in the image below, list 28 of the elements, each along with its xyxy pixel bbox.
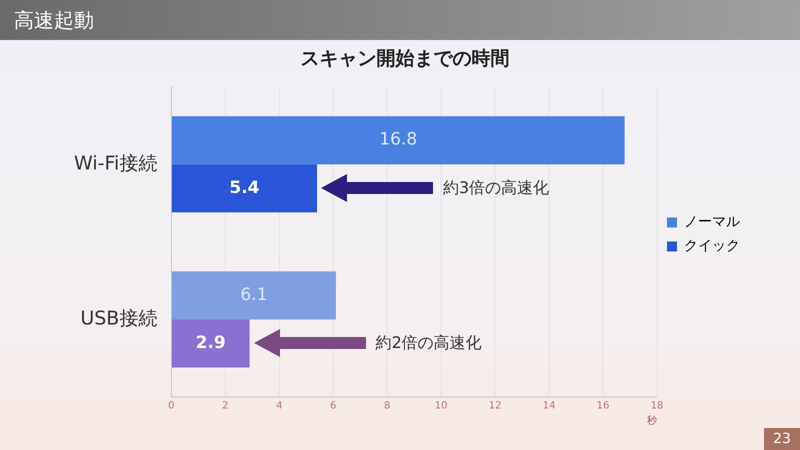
data-label: 5.4 [229,178,260,198]
x-tick-label: 10 [434,400,448,412]
bar [172,271,336,320]
x-tick-label: 12 [488,400,502,412]
bar [172,319,250,368]
annotation: 約3倍の高速化 [443,177,550,200]
x-tick-label: 4 [276,400,282,412]
annotation: 約2倍の高速化 [376,332,482,354]
bar [172,164,318,212]
legend-label: ノーマル [684,214,740,230]
y-tick-label: Wi-Fi接続 [74,152,158,174]
x-tick-label: 0 [168,400,175,412]
text: 高速起動 [0,0,800,40]
legend-label: クイック [684,238,740,254]
x-tick-label: 18 [650,400,664,412]
chart-title: スキャン開始までの時間 [300,47,510,70]
x-tick-label: 14 [542,400,556,412]
y-tick-label: USB接続 [80,307,158,330]
bar [172,116,625,164]
x-tick-label: 2 [222,400,228,412]
x-tick-label: 8 [384,400,390,412]
data-label: 2.9 [196,332,226,353]
data-label: 6.1 [240,284,268,305]
x-tick-label: 6 [330,400,336,412]
data-label: 16.8 [379,130,418,150]
x-tick-label: 16 [596,400,610,412]
text: 23 [764,428,800,450]
x-axis-title: 秒 [647,414,657,427]
